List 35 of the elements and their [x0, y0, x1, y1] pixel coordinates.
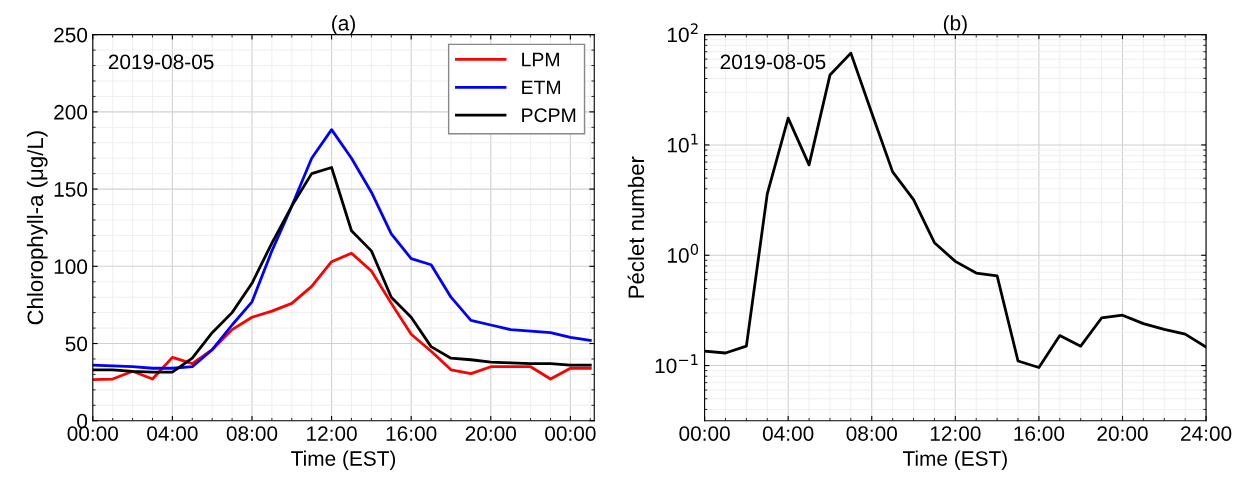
x-tick-label: 04:00 [762, 426, 814, 441]
y-tick-label: 250 [54, 27, 88, 43]
y-tick-label: 10$^{2}$ [667, 23, 698, 43]
y-axis-title: Péclet number [627, 156, 645, 298]
y-axis-title: Chlorophyll-a (μg/L) [26, 131, 48, 325]
x-tick-label: 00:00 [679, 426, 730, 441]
y-tick-label: 150 [54, 182, 88, 197]
annotation: 2019-08-05 [720, 54, 826, 70]
y-tick-label: 10$^{1}$ [667, 133, 698, 153]
x-tick-label: 16:00 [386, 426, 437, 441]
annotation: 2019-08-05 [108, 54, 214, 70]
x-tick-label: 24:00 [1181, 426, 1232, 441]
legend-label: ETM [522, 80, 561, 95]
chart-title: (a) [332, 15, 355, 35]
line-series [92, 251, 592, 382]
x-tick-label: 20:00 [1097, 426, 1148, 441]
line-series [92, 128, 592, 370]
legend-label: LPM [522, 52, 559, 67]
x-tick-label: 12:00 [307, 426, 357, 441]
y-tick-label: 10$^{−1}$ [655, 354, 698, 374]
y-tick-label: 100 [54, 259, 88, 275]
y-tick-label: 10$^{0}$ [667, 243, 699, 263]
x-tick-label: 00:00 [545, 426, 596, 441]
x-tick-label: 12:00 [930, 426, 981, 441]
legend-label: PCPM [522, 108, 576, 123]
x-tick-label: 08:00 [226, 426, 278, 441]
y-tick-label: 200 [54, 104, 88, 120]
x-tick-label: 20:00 [465, 426, 517, 441]
x-axis-title: Time (EST) [902, 450, 1007, 470]
x-tick-label: 16:00 [1014, 426, 1065, 441]
x-tick-label: 08:00 [846, 426, 898, 441]
x-axis-title: Time (EST) [291, 450, 396, 470]
y-tick-label: 50 [65, 336, 88, 352]
x-tick-label: 04:00 [147, 426, 198, 441]
chart-title: (b) [943, 15, 967, 35]
